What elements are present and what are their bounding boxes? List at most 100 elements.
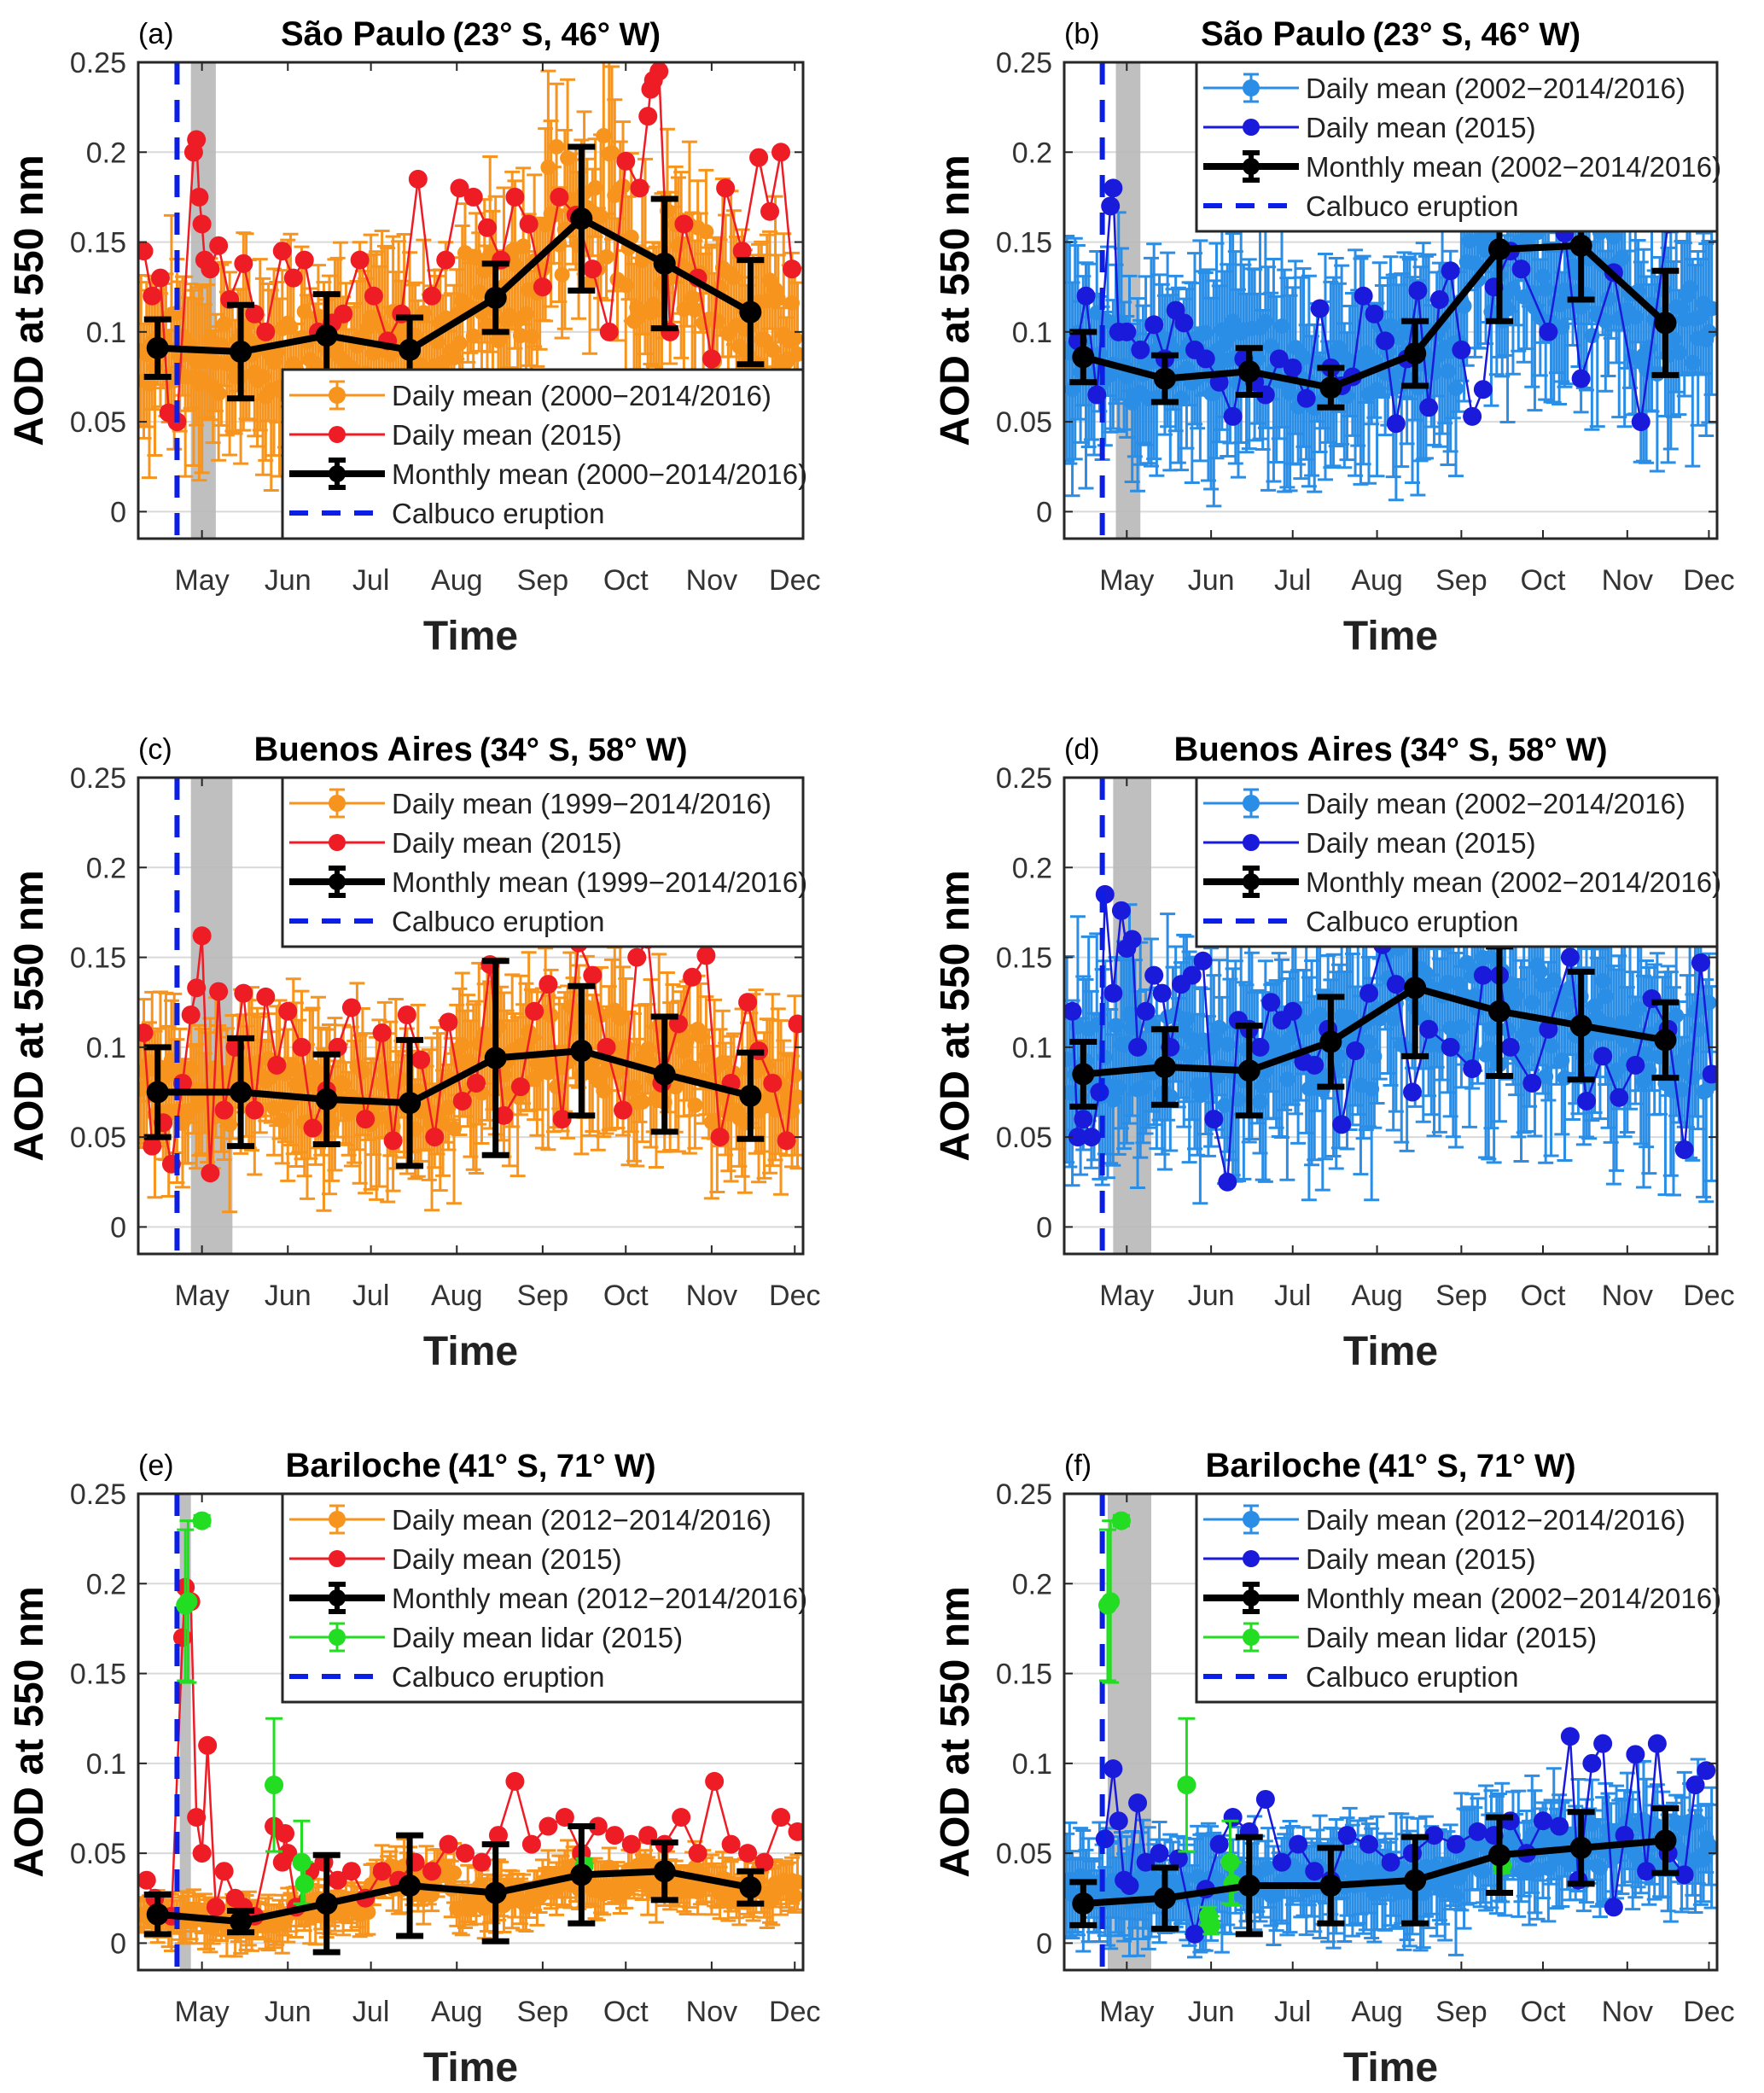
monthly-mean-point bbox=[1237, 1059, 1260, 1082]
ytick-label: 0.15 bbox=[70, 227, 126, 259]
xtick-label: May bbox=[175, 1280, 230, 1312]
monthly-mean-point bbox=[1153, 367, 1176, 390]
x-axis-label: Time bbox=[423, 1329, 518, 1374]
xtick-label: Jul bbox=[352, 1280, 389, 1312]
y2015-point bbox=[1310, 299, 1330, 318]
y2015-point bbox=[771, 143, 791, 162]
xtick-label: May bbox=[1099, 1280, 1154, 1312]
y2015-point bbox=[272, 242, 292, 261]
y2015-point bbox=[1539, 322, 1558, 341]
y2015-point bbox=[732, 242, 752, 261]
y2015-line bbox=[646, 939, 663, 1084]
y2015-line bbox=[181, 1014, 192, 1084]
monthly-mean-point bbox=[739, 300, 762, 324]
y2015-line bbox=[710, 188, 727, 359]
series-daily-2015 bbox=[138, 62, 802, 432]
y2015-point bbox=[408, 169, 428, 189]
plot-content bbox=[138, 778, 803, 1254]
legend-item: Monthly mean (1999−2014/2016) bbox=[289, 866, 807, 898]
y2015-point bbox=[192, 214, 212, 234]
legend-swatch-marker bbox=[329, 387, 346, 404]
monthly-mean-line bbox=[1082, 984, 1667, 1078]
legend-label: Calbuco eruption bbox=[1306, 906, 1519, 937]
monthly-mean-point bbox=[315, 324, 338, 347]
y2015-point bbox=[1305, 1055, 1324, 1075]
y2015-line bbox=[1449, 271, 1463, 351]
y2015-point bbox=[760, 201, 780, 221]
xtick-label: Dec bbox=[769, 564, 820, 597]
y2015-point bbox=[1111, 901, 1131, 920]
y2015-point bbox=[303, 1118, 323, 1138]
y2015-point bbox=[1283, 1001, 1302, 1021]
clim-point bbox=[596, 127, 612, 143]
y2015-point bbox=[256, 322, 276, 341]
clim-point bbox=[1448, 381, 1464, 397]
y2015-line bbox=[1226, 1020, 1240, 1182]
clim-point bbox=[789, 1089, 803, 1105]
y2015-line bbox=[1340, 1050, 1357, 1125]
y2015-point bbox=[267, 1055, 287, 1075]
monthly-mean-point bbox=[146, 1081, 169, 1104]
y2015-point bbox=[1386, 975, 1406, 994]
xtick-label: Oct bbox=[603, 1280, 649, 1312]
clim-point bbox=[451, 335, 468, 352]
y2015-line bbox=[1394, 359, 1408, 424]
y2015-point bbox=[1122, 930, 1142, 949]
xtick-label: Oct bbox=[1521, 1280, 1566, 1312]
y2015-point bbox=[256, 987, 276, 1006]
monthly-mean-point bbox=[484, 286, 507, 309]
y2015-point bbox=[505, 187, 525, 207]
clim-point bbox=[687, 1097, 703, 1113]
y2015-line bbox=[209, 991, 220, 1174]
legend-label: Monthly mean (2000−2014/2016) bbox=[392, 458, 807, 490]
y2015-point bbox=[1144, 315, 1164, 335]
y2015-line bbox=[223, 1046, 236, 1111]
clim-point bbox=[787, 330, 803, 347]
ytick-label: 0.25 bbox=[996, 762, 1052, 795]
legend-item: Monthly mean (2002−2014/2016) bbox=[1203, 150, 1721, 183]
y2015-point bbox=[356, 1110, 376, 1129]
clim-point bbox=[587, 180, 603, 196]
clim-point bbox=[515, 238, 532, 254]
panel-title-coords: (34° S, 58° W) bbox=[480, 732, 688, 768]
y2015-point bbox=[1103, 178, 1123, 198]
y2015-point bbox=[674, 214, 694, 234]
y2015-point bbox=[614, 1100, 633, 1120]
y2015-point bbox=[1376, 331, 1395, 351]
y-axis-label: AOD at 550 nm bbox=[933, 154, 978, 446]
legend-item: Daily mean (2000−2014/2016) bbox=[289, 380, 771, 411]
y2015-point bbox=[201, 1163, 220, 1183]
y2015-point bbox=[1539, 1019, 1558, 1039]
clim-point bbox=[1458, 954, 1475, 971]
xtick-label: Aug bbox=[431, 564, 483, 597]
legend-label: Daily mean (2015) bbox=[1306, 827, 1536, 859]
y2015-point bbox=[1674, 1140, 1694, 1159]
y2015-point bbox=[1223, 406, 1243, 426]
y2015-line bbox=[447, 1022, 463, 1102]
y2015-line bbox=[1427, 299, 1441, 408]
series-daily-2015 bbox=[1064, 884, 1717, 1192]
legend-item: Monthly mean (2000−2014/2016) bbox=[289, 458, 807, 490]
legend-swatch-marker bbox=[1243, 873, 1260, 890]
y2015-point bbox=[341, 998, 361, 1017]
xtick-label: Dec bbox=[1683, 564, 1734, 597]
legend-swatch-marker bbox=[329, 795, 346, 812]
y2015-point bbox=[372, 1023, 392, 1043]
legend-item: Calbuco eruption bbox=[289, 906, 605, 937]
monthly-mean-point bbox=[1237, 360, 1260, 383]
xtick-label: Aug bbox=[1351, 564, 1403, 597]
monthly-mean-point bbox=[1654, 1029, 1677, 1052]
ytick-label: 0.2 bbox=[86, 137, 126, 169]
y2015-point bbox=[234, 254, 253, 273]
clim-point bbox=[446, 1121, 463, 1137]
y2015-point bbox=[383, 1131, 403, 1151]
y-axis-label: AOD at 550 nm bbox=[7, 154, 52, 446]
y2015-point bbox=[1081, 1128, 1101, 1147]
monthly-mean-point bbox=[1319, 1030, 1342, 1053]
y2015-point bbox=[425, 1128, 445, 1147]
y2015-point bbox=[1346, 1041, 1365, 1061]
y2015-line bbox=[1103, 894, 1115, 994]
legend-swatch-marker bbox=[329, 465, 346, 482]
legend-item: Daily mean (2015) bbox=[289, 419, 622, 451]
legend-label: Daily mean (2002−2014/2016) bbox=[1306, 788, 1685, 819]
